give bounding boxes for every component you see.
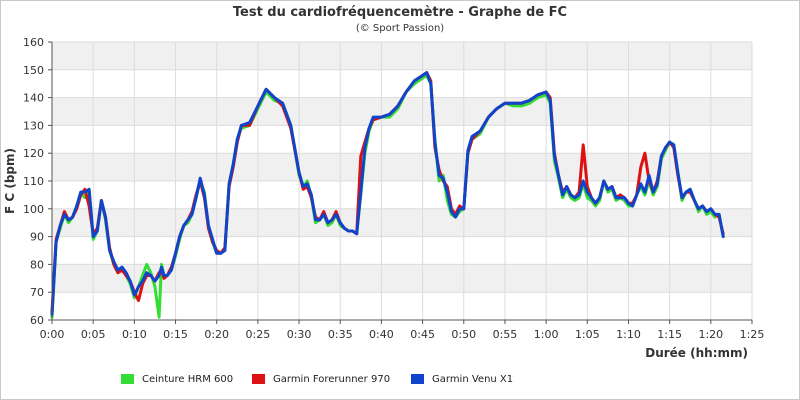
plot-band bbox=[52, 69, 752, 98]
plot-band bbox=[52, 153, 752, 181]
legend-swatch-hrm600 bbox=[121, 374, 134, 384]
x-tick-label: 1:00 bbox=[534, 328, 559, 341]
legend-item-venux1: Garmin Venu X1 bbox=[411, 374, 513, 385]
x-tick-label: 0:55 bbox=[493, 328, 518, 341]
legend-item-hrm600: Ceinture HRM 600 bbox=[121, 374, 233, 385]
legend-swatch-venux1 bbox=[411, 374, 424, 384]
plot-band bbox=[52, 236, 752, 265]
y-tick-label: 80 bbox=[30, 258, 44, 271]
x-tick-label: 0:20 bbox=[204, 328, 229, 341]
x-tick-label: 0:40 bbox=[369, 328, 394, 341]
y-tick-label: 120 bbox=[23, 147, 44, 160]
x-axis-title: Durée (hh:mm) bbox=[645, 346, 748, 360]
y-axis-title: F C (bpm) bbox=[3, 148, 17, 214]
x-tick-label: 1:05 bbox=[575, 328, 600, 341]
x-tick-label: 0:25 bbox=[246, 328, 271, 341]
grid-lines bbox=[51, 41, 753, 321]
series-line-2 bbox=[50, 71, 725, 316]
legend-swatch-forerunner970 bbox=[252, 374, 265, 384]
y-tick-label: 150 bbox=[23, 64, 44, 77]
legend-item-forerunner970: Garmin Forerunner 970 bbox=[252, 374, 390, 385]
y-tick-label: 110 bbox=[23, 175, 44, 188]
y-tick-label: 100 bbox=[23, 203, 44, 216]
tick-labels: 60 70 80 90 100 110 120 130 140 150 160 0:00 0:05 0:1… bbox=[23, 36, 764, 341]
legend-label-forerunner970: Garmin Forerunner 970 bbox=[273, 374, 390, 385]
x-tick-label: 1:15 bbox=[657, 328, 682, 341]
y-tick-label: 60 bbox=[30, 314, 44, 327]
plot-bands bbox=[52, 42, 752, 320]
x-tick-label: 0:10 bbox=[122, 328, 147, 341]
y-tick-label: 130 bbox=[23, 119, 44, 132]
y-tick-label: 70 bbox=[30, 286, 44, 299]
x-tick-label: 0:35 bbox=[328, 328, 353, 341]
chart-subtitle: (© Sport Passion) bbox=[356, 23, 444, 34]
x-tick-label: 0:05 bbox=[81, 328, 106, 341]
x-tick-label: 0:15 bbox=[163, 328, 188, 341]
x-tick-label: 1:10 bbox=[616, 328, 641, 341]
legend: Ceinture HRM 600 Garmin Forerunner 970 G… bbox=[121, 374, 513, 385]
x-tick-label: 1:25 bbox=[740, 328, 765, 341]
x-tick-label: 0:45 bbox=[410, 328, 435, 341]
plot-band bbox=[52, 42, 752, 70]
plot-band bbox=[52, 125, 752, 154]
plot-band bbox=[52, 292, 752, 320]
plot-band bbox=[52, 208, 752, 237]
x-tick-label: 1:20 bbox=[698, 328, 723, 341]
plot-band bbox=[52, 264, 752, 293]
legend-label-venux1: Garmin Venu X1 bbox=[432, 374, 513, 385]
y-tick-label: 160 bbox=[23, 36, 44, 49]
x-tick-label: 0:00 bbox=[40, 328, 65, 341]
legend-label-hrm600: Ceinture HRM 600 bbox=[142, 374, 233, 385]
series-lines bbox=[50, 71, 725, 319]
y-tick-label: 140 bbox=[23, 92, 44, 105]
x-tick-label: 0:50 bbox=[451, 328, 476, 341]
axes bbox=[48, 41, 753, 324]
x-tick-label: 0:30 bbox=[287, 328, 312, 341]
y-tick-label: 90 bbox=[30, 231, 44, 244]
chart-title: Test du cardiofréquencemètre - Graphe de… bbox=[233, 5, 567, 20]
